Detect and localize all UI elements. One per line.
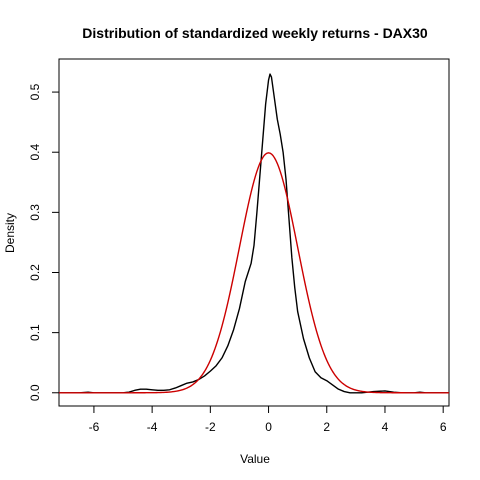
y-tick-label: 0.1	[28, 324, 42, 341]
y-tick-label: 0.2	[28, 264, 42, 281]
x-tick-label: 4	[382, 420, 389, 434]
plot-border	[58, 58, 450, 407]
x-tick-label: 2	[323, 420, 330, 434]
y-tick-label: 0.3	[28, 204, 42, 221]
series-group	[59, 73, 449, 394]
x-tick-label: 6	[440, 420, 447, 434]
empirical-density-line	[59, 73, 449, 394]
y-tick-label: 0.5	[28, 83, 42, 100]
x-tick-label: -4	[147, 420, 158, 434]
plot-frame-group	[58, 58, 450, 407]
x-tick-label: -2	[205, 420, 216, 434]
y-tick-label: 0.0	[28, 384, 42, 401]
x-tick-label: 0	[265, 420, 272, 434]
ticks-group: -6 -4 -2 0 2 4 6 0.0 0.1 0.2 0.3 0.4 0.5	[28, 83, 447, 434]
y-axis-label: Density	[3, 213, 17, 253]
y-tick-label: 0.4	[28, 144, 42, 161]
chart-title: Distribution of standardized weekly retu…	[82, 25, 428, 41]
x-axis-label: Value	[240, 452, 270, 466]
normal-density-line	[59, 152, 449, 394]
x-tick-label: -6	[89, 420, 100, 434]
